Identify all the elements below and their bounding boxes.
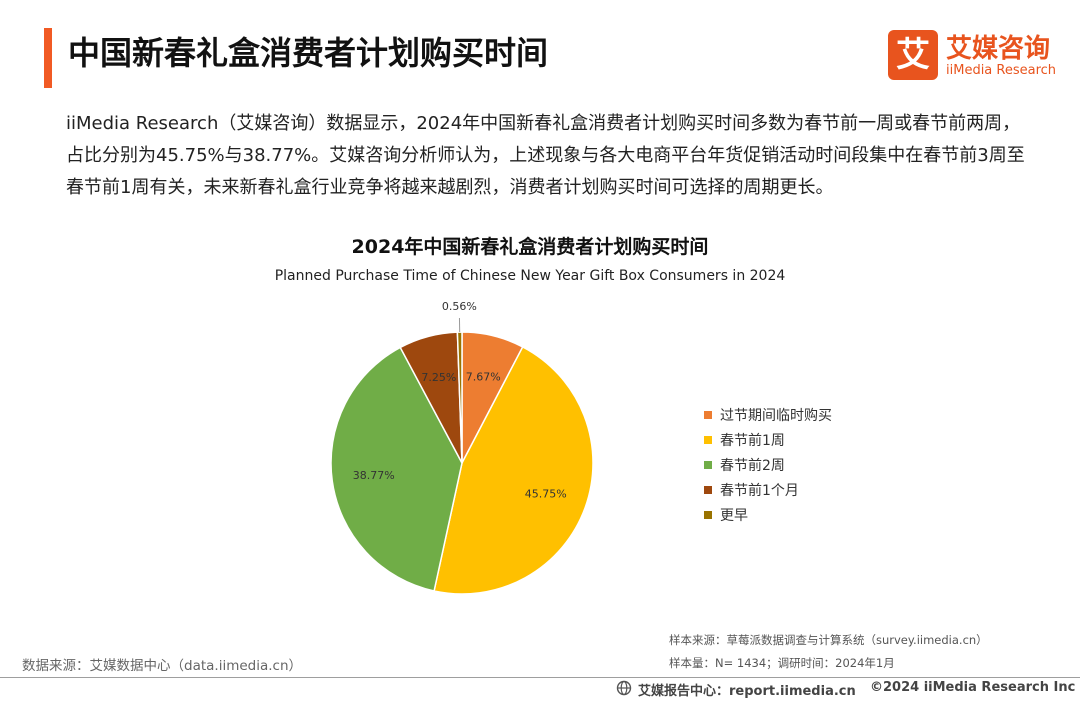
legend-item-3: 春节前1个月: [704, 477, 832, 502]
legend-swatch: [704, 460, 712, 469]
footer-copyright: ©2024 iiMedia Research Inc: [870, 680, 1076, 695]
logo-mark-icon: 艾: [888, 30, 938, 80]
legend-label: 过节期间临时购买: [720, 407, 832, 424]
data-source-note: 数据来源：艾媒数据中心（data.iimedia.cn）: [22, 658, 303, 674]
legend-label: 更早: [720, 507, 748, 524]
logo-name-cn: 艾媒咨询: [946, 34, 1051, 64]
intro-paragraph: iiMedia Research（艾媒咨询）数据显示，2024年中国新春礼盒消费…: [66, 113, 1025, 198]
legend-item-2: 春节前2周: [704, 452, 832, 477]
pie-data-label-2: 38.77%: [353, 469, 395, 482]
title-accent-bar: [44, 28, 52, 88]
legend-swatch: [704, 485, 712, 494]
globe-icon: [616, 680, 632, 696]
legend-item-0: 过节期间临时购买: [704, 402, 832, 427]
logo-name-en: iiMedia Research: [946, 63, 1057, 78]
legend-label: 春节前2周: [720, 457, 785, 474]
pie-data-label-0: 7.67%: [466, 370, 501, 383]
brand-logo: 艾 艾媒咨询 iiMedia Research: [888, 30, 1060, 82]
legend-swatch: [704, 410, 712, 419]
pie-data-label-3: 7.25%: [421, 371, 456, 384]
legend-label: 春节前1个月: [720, 482, 799, 499]
footer-divider: [0, 677, 1080, 678]
chart-title: 2024年中国新春礼盒消费者计划购买时间: [351, 236, 709, 258]
pie-slice-1: [433, 345, 594, 595]
legend-item-4: 更早: [704, 502, 832, 527]
pie-slice-2: [330, 346, 463, 592]
legend-swatch: [704, 510, 712, 519]
chart-legend: 过节期间临时购买 春节前1周春节前2周春节前1个月 更早: [704, 402, 832, 527]
footer-report-link[interactable]: 艾媒报告中心：report.iimedia.cn: [638, 684, 856, 699]
legend-swatch: [704, 435, 712, 444]
page-title: 中国新春礼盒消费者计划购买时间: [68, 34, 549, 72]
sample-info-note: 样本量：N= 1434；调研时间：2024年1月: [669, 656, 895, 670]
pie-data-label-4: 0.56%: [442, 300, 477, 313]
legend-item-1: 春节前1周: [704, 427, 832, 452]
chart-subtitle: Planned Purchase Time of Chinese New Yea…: [274, 268, 786, 284]
legend-label: 春节前1周: [720, 432, 785, 449]
pie-data-label-1: 45.75%: [525, 487, 567, 500]
sample-source-note: 样本来源：草莓派数据调查与计算系统（survey.iimedia.cn）: [669, 633, 988, 647]
